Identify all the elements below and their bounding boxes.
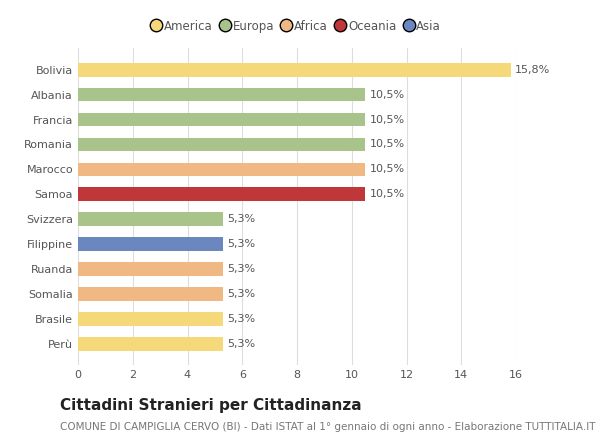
Text: 10,5%: 10,5% xyxy=(370,139,404,150)
Bar xyxy=(78,138,365,151)
Text: 5,3%: 5,3% xyxy=(227,314,256,324)
Text: 10,5%: 10,5% xyxy=(370,90,404,99)
Text: 10,5%: 10,5% xyxy=(370,165,404,174)
Text: 10,5%: 10,5% xyxy=(370,114,404,125)
Legend: America, Europa, Africa, Oceania, Asia: America, Europa, Africa, Oceania, Asia xyxy=(149,16,445,37)
Text: 15,8%: 15,8% xyxy=(515,65,550,75)
Bar xyxy=(78,237,223,251)
Text: 5,3%: 5,3% xyxy=(227,214,256,224)
Text: 5,3%: 5,3% xyxy=(227,264,256,274)
Bar xyxy=(78,213,223,226)
Bar xyxy=(78,337,223,351)
Text: Cittadini Stranieri per Cittadinanza: Cittadini Stranieri per Cittadinanza xyxy=(60,398,362,413)
Text: 5,3%: 5,3% xyxy=(227,339,256,349)
Bar xyxy=(78,113,365,126)
Bar xyxy=(78,287,223,301)
Bar xyxy=(78,187,365,201)
Text: 5,3%: 5,3% xyxy=(227,239,256,249)
Text: COMUNE DI CAMPIGLIA CERVO (BI) - Dati ISTAT al 1° gennaio di ogni anno - Elabora: COMUNE DI CAMPIGLIA CERVO (BI) - Dati IS… xyxy=(60,422,595,433)
Bar xyxy=(78,262,223,276)
Bar xyxy=(78,88,365,102)
Bar xyxy=(78,312,223,326)
Text: 10,5%: 10,5% xyxy=(370,189,404,199)
Text: 5,3%: 5,3% xyxy=(227,289,256,299)
Bar xyxy=(78,63,511,77)
Bar xyxy=(78,162,365,176)
